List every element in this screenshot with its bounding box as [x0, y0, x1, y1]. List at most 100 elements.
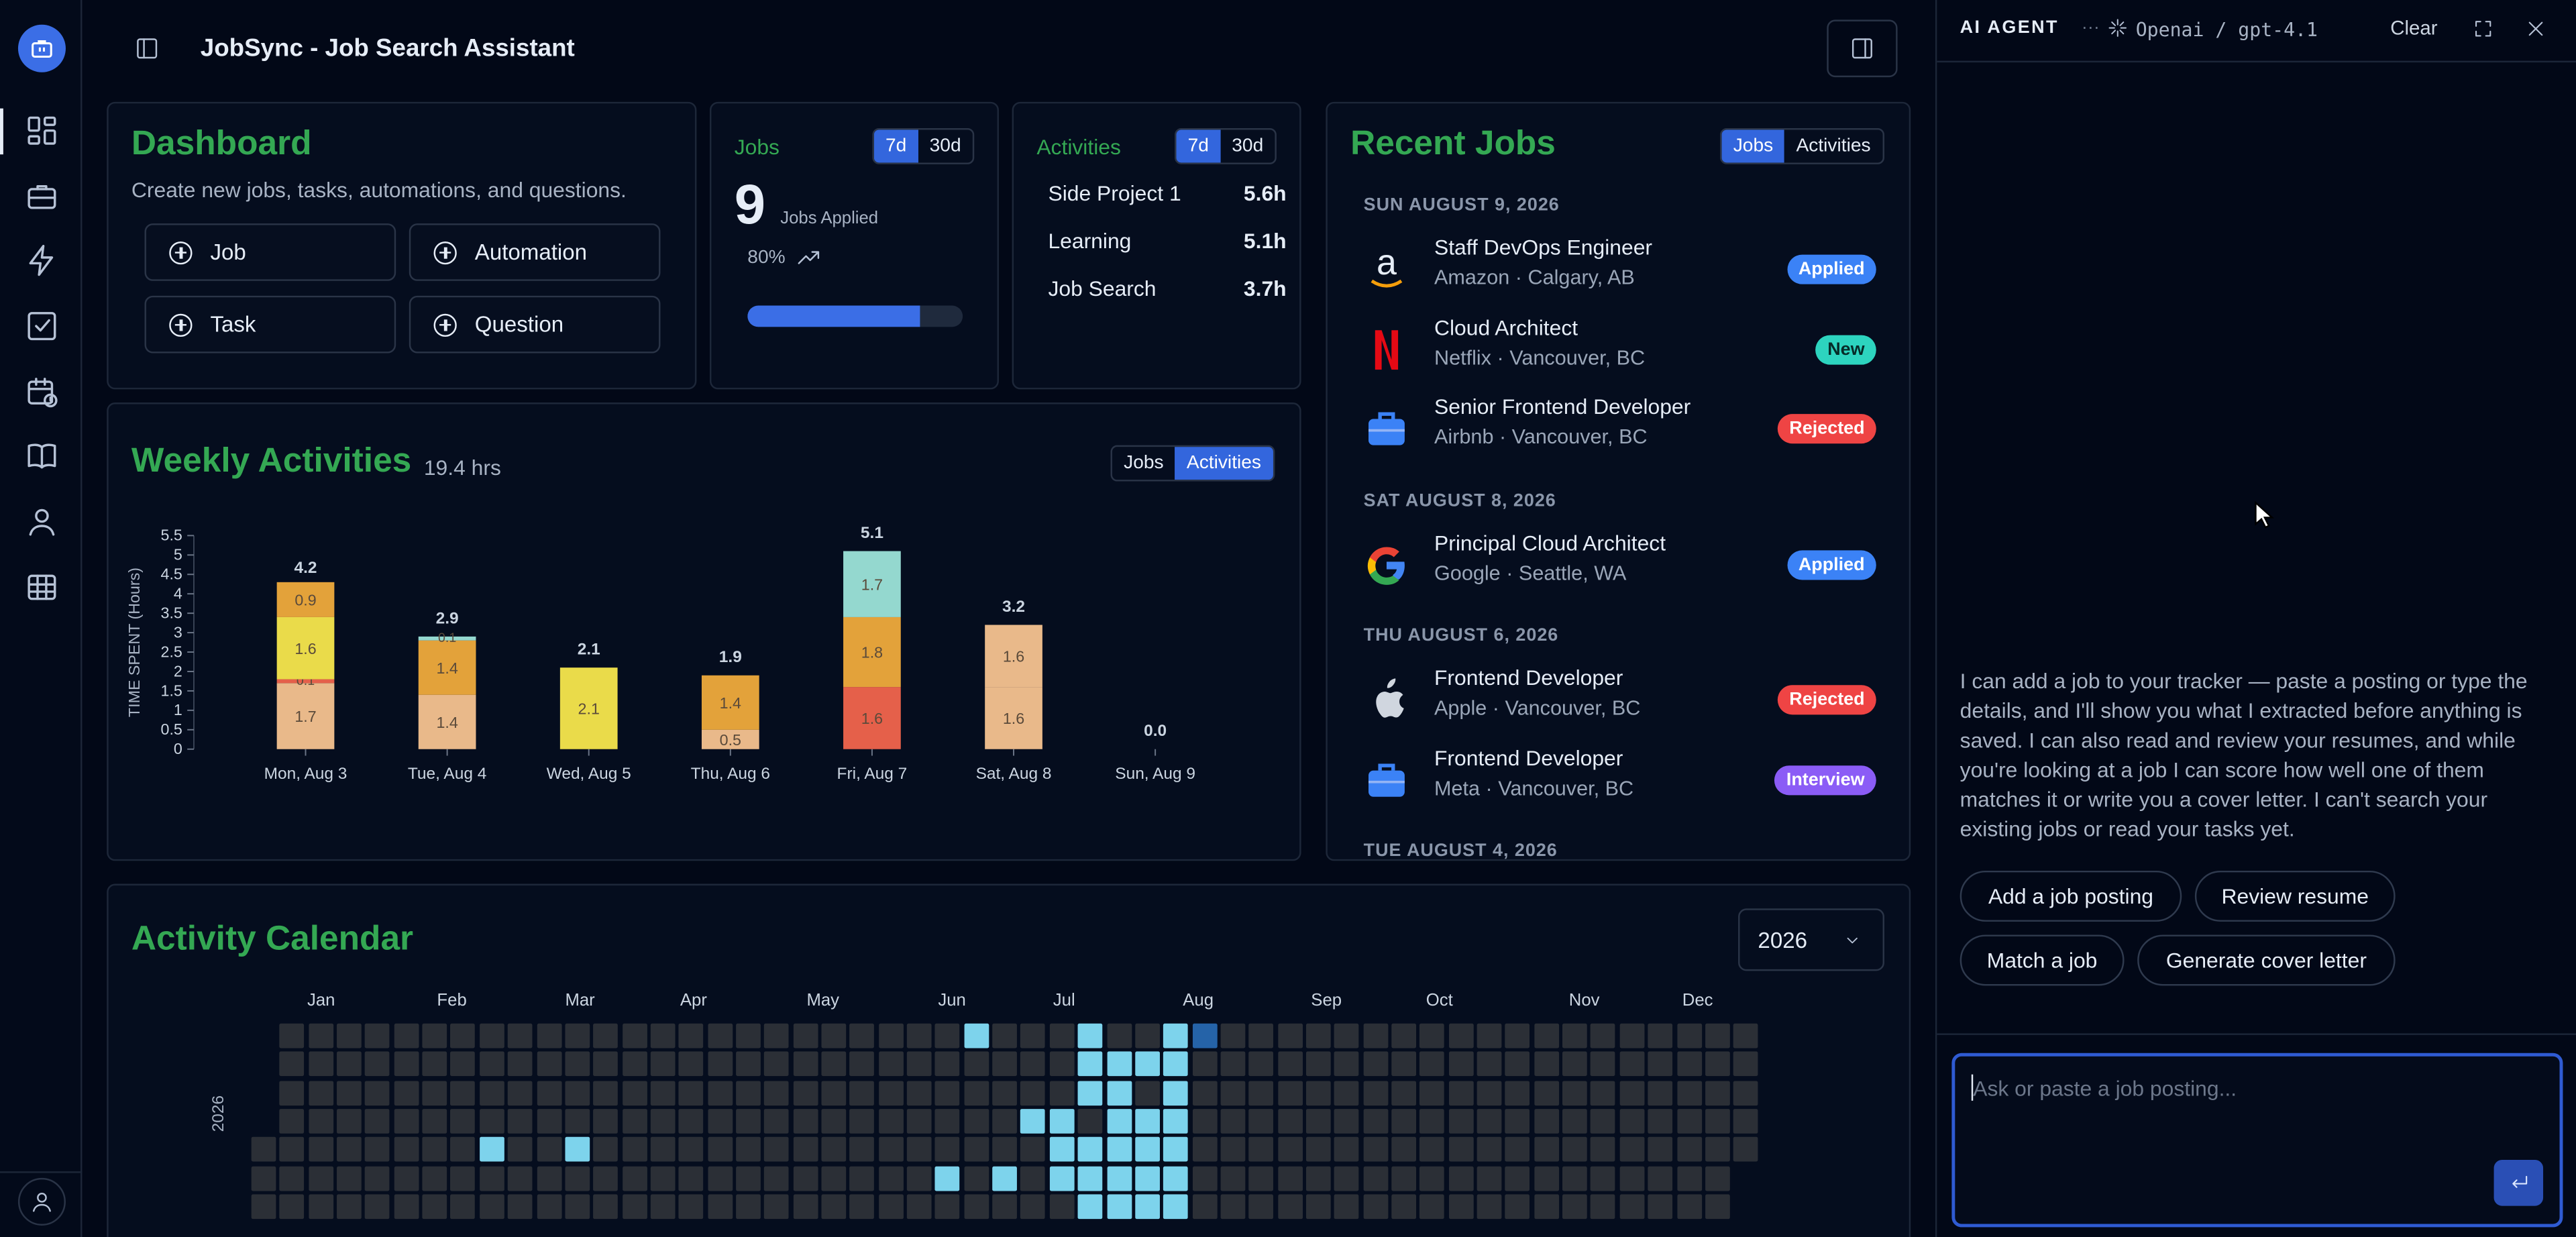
chip-add-job-posting[interactable]: Add a job posting — [1960, 870, 2182, 922]
book-icon[interactable] — [25, 439, 59, 473]
calendar-day-cell[interactable] — [992, 1137, 1018, 1163]
calendar-day-cell[interactable] — [707, 1023, 733, 1048]
app-logo-icon[interactable] — [17, 24, 66, 72]
tab-activities[interactable]: Activities — [1796, 136, 1871, 156]
clear-button[interactable]: Clear — [2390, 16, 2438, 40]
calendar-day-cell[interactable] — [1505, 1166, 1530, 1191]
year-select[interactable]: 2026 — [1738, 908, 1885, 971]
calendar-day-cell[interactable] — [1134, 1166, 1160, 1191]
calendar-day-cell[interactable] — [451, 1194, 476, 1220]
calendar-day-cell[interactable] — [1477, 1080, 1502, 1106]
calendar-day-cell[interactable] — [479, 1194, 504, 1220]
calendar-day-cell[interactable] — [622, 1166, 647, 1191]
calendar-day-cell[interactable] — [1362, 1080, 1388, 1106]
calendar-day-cell[interactable] — [1562, 1080, 1587, 1106]
calendar-day-cell[interactable] — [735, 1194, 761, 1220]
calendar-day-cell[interactable] — [1419, 1109, 1445, 1134]
calendar-day-cell[interactable] — [280, 1109, 305, 1134]
calendar-day-cell[interactable] — [821, 1194, 847, 1220]
calendar-day-cell[interactable] — [1277, 1023, 1303, 1048]
calendar-day-cell[interactable] — [1077, 1166, 1103, 1191]
calendar-day-cell[interactable] — [1248, 1166, 1274, 1191]
calendar-day-cell[interactable] — [280, 1052, 305, 1077]
dashboard-icon[interactable] — [25, 113, 59, 148]
calendar-day-cell[interactable] — [1562, 1023, 1587, 1048]
calendar-day-cell[interactable] — [1648, 1080, 1673, 1106]
calendar-day-cell[interactable] — [365, 1052, 390, 1077]
calendar-day-cell[interactable] — [479, 1080, 504, 1106]
calendar-day-cell[interactable] — [792, 1109, 818, 1134]
calendar-day-cell[interactable] — [1248, 1023, 1274, 1048]
calendar-day-cell[interactable] — [1305, 1137, 1331, 1163]
calendar-day-cell[interactable] — [593, 1109, 619, 1134]
calendar-day-cell[interactable] — [1220, 1194, 1246, 1220]
calendar-day-cell[interactable] — [1277, 1052, 1303, 1077]
calendar-day-cell[interactable] — [650, 1166, 676, 1191]
calendar-day-cell[interactable] — [1220, 1080, 1246, 1106]
calendar-day-cell[interactable] — [1591, 1052, 1616, 1077]
calendar-day-cell[interactable] — [422, 1109, 447, 1134]
calendar-day-cell[interactable] — [1134, 1023, 1160, 1048]
calendar-day-cell[interactable] — [1648, 1166, 1673, 1191]
calendar-day-cell[interactable] — [1505, 1194, 1530, 1220]
calendar-day-cell[interactable] — [1534, 1194, 1559, 1220]
calendar-day-cell[interactable] — [1106, 1109, 1132, 1134]
send-button[interactable] — [2493, 1159, 2544, 1206]
calendar-day-cell[interactable] — [1134, 1109, 1160, 1134]
tab-jobs[interactable]: Jobs — [1721, 129, 1785, 163]
calendar-day-cell[interactable] — [308, 1052, 333, 1077]
calendar-day-cell[interactable] — [365, 1166, 390, 1191]
calendar-day-cell[interactable] — [1505, 1080, 1530, 1106]
calendar-day-cell[interactable] — [394, 1194, 419, 1220]
calendar-day-cell[interactable] — [365, 1080, 390, 1106]
job-row[interactable]: Frontend Developer Apple · Vancouver, BC R… — [1328, 663, 1909, 743]
calendar-day-cell[interactable] — [1305, 1166, 1331, 1191]
calendar-day-cell[interactable] — [821, 1023, 847, 1048]
job-row[interactable]: a Staff DevOps Engineer Amazon · Calgary, … — [1328, 233, 1909, 313]
calendar-day-cell[interactable] — [1676, 1080, 1701, 1106]
calendar-day-cell[interactable] — [1163, 1023, 1189, 1048]
calendar-day-cell[interactable] — [508, 1166, 533, 1191]
calendar-day-cell[interactable] — [280, 1137, 305, 1163]
calendar-day-cell[interactable] — [878, 1052, 904, 1077]
calendar-day-cell[interactable] — [764, 1080, 790, 1106]
calendar-day-cell[interactable] — [1334, 1052, 1360, 1077]
agent-input[interactable]: Ask or paste a job posting... — [1951, 1053, 2563, 1228]
calendar-day-cell[interactable] — [1191, 1023, 1217, 1048]
calendar-day-cell[interactable] — [1220, 1166, 1246, 1191]
job-row[interactable]: Frontend Developer Meta · Vancouver, BC In… — [1328, 743, 1909, 822]
calendar-day-cell[interactable] — [1362, 1023, 1388, 1048]
calendar-day-cell[interactable] — [1419, 1080, 1445, 1106]
tab-30d[interactable]: 30d — [1232, 136, 1264, 156]
calendar-day-cell[interactable] — [992, 1080, 1018, 1106]
calendar-day-cell[interactable] — [451, 1023, 476, 1048]
chip-review-resume[interactable]: Review resume — [2194, 870, 2396, 922]
calendar-day-cell[interactable] — [508, 1080, 533, 1106]
close-icon[interactable] — [2525, 18, 2546, 40]
calendar-day-cell[interactable] — [1505, 1109, 1530, 1134]
calendar-day-cell[interactable] — [707, 1194, 733, 1220]
calendar-day-cell[interactable] — [365, 1023, 390, 1048]
calendar-day-cell[interactable] — [906, 1052, 932, 1077]
calendar-day-cell[interactable] — [878, 1137, 904, 1163]
calendar-day-cell[interactable] — [992, 1109, 1018, 1134]
calendar-day-cell[interactable] — [308, 1137, 333, 1163]
new-job-button[interactable]: Job — [144, 223, 396, 281]
calendar-day-cell[interactable] — [1248, 1194, 1274, 1220]
calendar-day-cell[interactable] — [1591, 1109, 1616, 1134]
calendar-day-cell[interactable] — [1676, 1194, 1701, 1220]
calendar-day-cell[interactable] — [337, 1166, 362, 1191]
job-row[interactable]: Cloud Architect Netflix · Vancouver, BC Ne… — [1328, 313, 1909, 392]
calendar-day-cell[interactable] — [280, 1080, 305, 1106]
calendar-day-cell[interactable] — [1248, 1137, 1274, 1163]
calendar-day-cell[interactable] — [1334, 1109, 1360, 1134]
calendar-day-cell[interactable] — [1733, 1080, 1758, 1106]
calendar-day-cell[interactable] — [906, 1194, 932, 1220]
calendar-day-cell[interactable] — [365, 1194, 390, 1220]
calendar-day-cell[interactable] — [935, 1080, 961, 1106]
calendar-day-cell[interactable] — [935, 1137, 961, 1163]
calendar-day-cell[interactable] — [1191, 1052, 1217, 1077]
calendar-day-cell[interactable] — [1020, 1194, 1046, 1220]
calendar-day-cell[interactable] — [821, 1137, 847, 1163]
calendar-day-cell[interactable] — [1334, 1023, 1360, 1048]
